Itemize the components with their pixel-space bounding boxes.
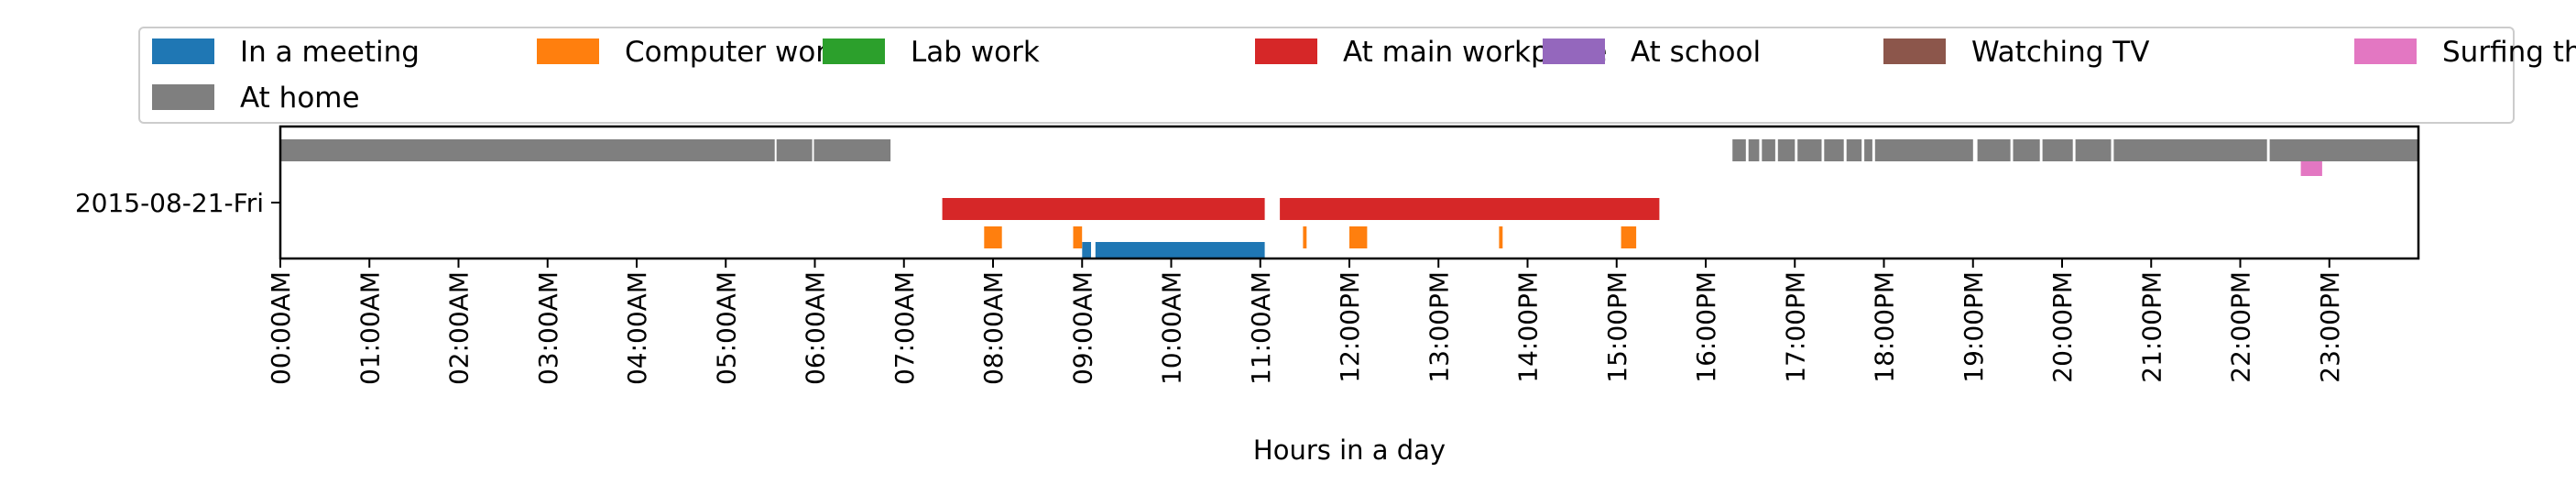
x-tick-label: 18:00PM (1870, 271, 1900, 383)
bar-in-a-meeting (1082, 242, 1091, 258)
x-tick-label: 20:00PM (2047, 271, 2078, 383)
legend-label-lab-work: Lab work (911, 36, 1040, 69)
legend-swatch-lab-work (823, 38, 885, 64)
y-axis: 2015-08-21-Fri (75, 188, 280, 218)
x-tick-label: 15:00PM (1602, 271, 1632, 383)
bar-at-home (1977, 139, 2011, 161)
x-tick-label: 09:00AM (1067, 271, 1097, 385)
y-tick-label: 2015-08-21-Fri (75, 188, 264, 218)
legend-swatch-in-a-meeting (152, 38, 214, 64)
legend-frame (138, 27, 2515, 124)
x-tick-label: 04:00AM (622, 271, 652, 385)
bar-at-home (1732, 139, 1746, 161)
legend-label-at-school: At school (1631, 36, 1761, 69)
bar-at-home (1777, 139, 1796, 161)
legend-swatch-at-school (1543, 38, 1605, 64)
bar-at-home (2042, 139, 2073, 161)
x-tick-label: 16:00PM (1691, 271, 1721, 383)
legend-label-in-a-meeting: In a meeting (240, 36, 420, 69)
bar-at-home (1748, 139, 1760, 161)
x-tick-label: 06:00AM (801, 271, 831, 385)
x-tick-label: 17:00PM (1780, 271, 1810, 383)
bar-at-home (1824, 139, 1844, 161)
x-tick-label: 00:00AM (266, 271, 296, 385)
bar-at-home (813, 139, 891, 161)
x-axis-title: Hours in a day (1253, 434, 1446, 466)
legend-swatch-at-home (152, 84, 214, 110)
x-tick-label: 23:00PM (2315, 271, 2345, 383)
bar-computer-work (1303, 226, 1307, 248)
bar-at-home (1846, 139, 1862, 161)
x-tick-label: 03:00AM (533, 271, 563, 385)
x-tick-label: 13:00PM (1424, 271, 1454, 383)
legend-label-at-home: At home (240, 82, 360, 115)
x-tick-label: 11:00AM (1246, 271, 1276, 385)
bar-computer-work (1499, 226, 1503, 248)
bar-computer-work (984, 226, 1002, 248)
x-tick-label: 10:00AM (1157, 271, 1187, 385)
bar-in-a-meeting (1095, 242, 1265, 258)
bar-at-home (1762, 139, 1775, 161)
bar-at-home (1874, 139, 1973, 161)
bar-at-home (776, 139, 813, 161)
bar-at-home (2013, 139, 2040, 161)
x-tick-label: 14:00PM (1513, 271, 1544, 383)
bar-computer-work (1621, 226, 1637, 248)
bar-at-home (280, 139, 775, 161)
bar-at-home (1797, 139, 1822, 161)
x-tick-label: 05:00AM (711, 271, 741, 385)
x-tick-label: 02:00AM (444, 271, 475, 385)
bar-at-home (2269, 139, 2418, 161)
legend-label-surfing-the-internet: Surfing the internet (2442, 36, 2576, 69)
x-tick-label: 01:00AM (355, 271, 385, 385)
x-tick-label: 22:00PM (2226, 271, 2256, 383)
legend-swatch-surfing-the-internet (2354, 38, 2417, 64)
x-tick-label: 07:00AM (890, 271, 920, 385)
bar-at-home (2075, 139, 2112, 161)
bar-surfing-the-internet (2300, 161, 2322, 176)
legend-label-computer-work: Computer work (625, 36, 844, 69)
bar-at-main-workplace (1280, 198, 1660, 220)
legend-swatch-computer-work (537, 38, 599, 64)
x-tick-label: 08:00AM (978, 271, 1009, 385)
legend: In a meeting Computer work Lab work At main… (138, 27, 2576, 124)
bar-computer-work (1349, 226, 1368, 248)
x-tick-label: 12:00PM (1335, 271, 1365, 383)
x-tick-label: 21:00PM (2136, 271, 2167, 383)
bar-at-home (2113, 139, 2267, 161)
bar-computer-work (1073, 226, 1083, 248)
x-axis: 00:00AM 01:00AM 02:00AM 03:00AM 04:00AM 05:00… (266, 258, 2345, 385)
legend-label-watching-tv: Watching TV (1971, 36, 2149, 69)
activity-bars (280, 139, 2418, 258)
bar-at-home (1864, 139, 1872, 161)
bar-at-main-workplace (942, 198, 1265, 220)
legend-swatch-at-main-workplace (1255, 38, 1317, 64)
x-tick-label: 19:00PM (1959, 271, 1989, 383)
legend-swatch-watching-tv (1883, 38, 1946, 64)
